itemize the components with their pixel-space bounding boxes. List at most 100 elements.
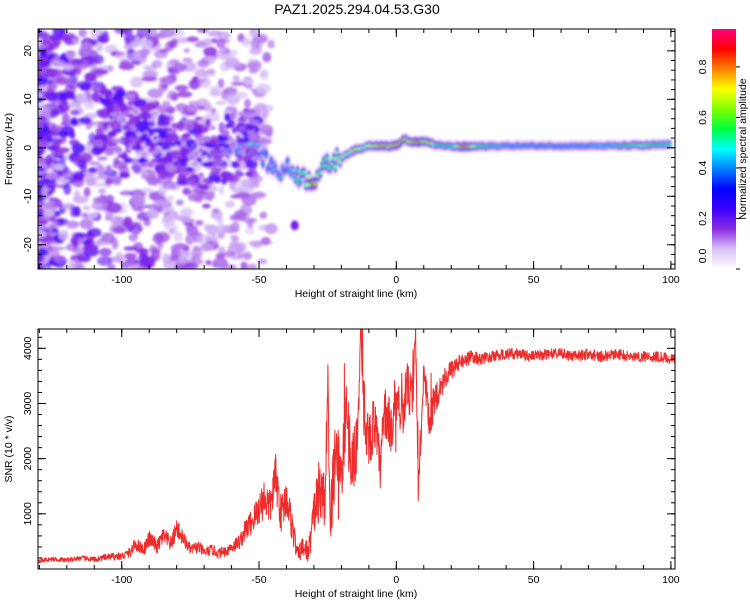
spectrogram-noise-blob xyxy=(72,59,84,65)
spectrogram-noise-blob xyxy=(244,98,252,109)
ridge-clutter-blob xyxy=(133,115,142,121)
spectrogram-noise-blob xyxy=(241,178,252,188)
spectrogram-noise-blob xyxy=(51,201,59,208)
spectrogram-noise-blob xyxy=(259,211,268,220)
snr-frame xyxy=(37,328,676,570)
spectrogram-noise-blob xyxy=(38,230,47,239)
spectrogram-noise-blob xyxy=(227,49,238,57)
spectrogram-noise-blob xyxy=(161,100,171,109)
spectrogram-noise-blob xyxy=(48,197,59,203)
spectrogram-noise-blob xyxy=(56,178,70,184)
ridge-clutter-blob xyxy=(203,177,211,184)
spectrogram-noise-blob xyxy=(79,218,94,230)
spectrogram-noise-blob xyxy=(182,57,193,63)
spectrogram-noise-blob xyxy=(175,199,184,206)
spectrogram-noise-blob xyxy=(162,181,177,190)
spectrogram-noise-blob xyxy=(170,92,179,102)
ridge-clutter-blob xyxy=(96,147,105,154)
spectrogram-noise-blob xyxy=(215,38,226,49)
spectrogram-noise-blob xyxy=(96,164,105,176)
x-tick-label: 0 xyxy=(393,574,399,586)
ridge-clutter-blob xyxy=(201,161,213,168)
colorbar-tick-label: 0.2 xyxy=(697,211,709,226)
spectrogram-noise-blob xyxy=(194,258,204,265)
ridge-blob xyxy=(268,159,274,162)
spectrogram-noise-blob xyxy=(230,234,240,241)
spectrogram-noise-blob xyxy=(123,246,137,251)
spectrogram-noise-blob xyxy=(216,31,231,40)
ridge-clutter-blob xyxy=(99,97,105,105)
spectrogram-noise-blob xyxy=(47,69,58,78)
ridge-clutter-blob xyxy=(95,133,108,140)
spectrogram-noise-blob xyxy=(196,40,206,48)
spectrogram-x-axis-label: Height of straight line (km) xyxy=(295,288,418,300)
spectrogram-noise-blob xyxy=(241,36,251,47)
spectrogram-noise-blob xyxy=(105,165,112,174)
spectrogram-noise-blob xyxy=(57,217,65,226)
snr-x-ticks: -100 -50 0 50 100 xyxy=(38,329,680,586)
spectrogram-noise-blob xyxy=(78,47,91,58)
ridge-clutter-blob xyxy=(127,113,134,119)
spectrogram-noise-blob xyxy=(62,64,74,71)
spectrogram-noise-blob xyxy=(141,76,158,82)
spectrogram-noise-blob xyxy=(235,91,249,99)
spectrogram-noise-blob xyxy=(204,189,215,202)
ridge-clutter-blob xyxy=(234,169,243,175)
ridge-clutter-blob xyxy=(139,105,151,113)
ridge-clutter-blob xyxy=(221,170,229,180)
ridge-clutter-blob xyxy=(193,125,205,130)
x-tick-label: 100 xyxy=(662,274,680,286)
spectrogram-noise-blob xyxy=(82,243,99,251)
spectrogram-noise-blob xyxy=(241,217,258,223)
ridge-clutter-blob xyxy=(112,104,121,114)
spectrogram-noise-blob xyxy=(100,232,115,244)
spectrogram-noise-blob xyxy=(201,203,211,209)
spectrogram-noise-blob xyxy=(77,236,86,246)
spectrogram-noise-blob xyxy=(123,43,133,51)
spectrogram-noise-blob xyxy=(46,173,59,180)
y-tick-label: 2000 xyxy=(22,447,34,471)
spectrogram-noise-blob xyxy=(252,191,267,199)
ridge-clutter-blob xyxy=(160,156,173,162)
spectrogram-noise-blob xyxy=(179,207,194,217)
ridge-blob xyxy=(263,152,269,156)
spectrogram-noise-blob xyxy=(68,74,78,83)
spectrogram-noise-blob xyxy=(124,252,137,260)
ridge-clutter-blob xyxy=(244,123,254,131)
ridge-clutter-blob xyxy=(131,158,139,167)
spectrogram-noise-blob xyxy=(73,190,81,200)
spectrogram-noise-blob xyxy=(69,139,80,146)
colorbar-tick-label: 0.6 xyxy=(697,110,709,125)
ridge-clutter-blob xyxy=(238,125,246,132)
spectrogram-noise-blob xyxy=(218,185,225,196)
ridge-clutter-blob xyxy=(196,139,206,144)
spectrogram-noise-blob xyxy=(149,244,157,254)
spectrogram-noise-blob xyxy=(39,49,48,58)
spectrogram-noise-blob xyxy=(140,48,149,58)
ridge-clutter-blob xyxy=(93,93,101,103)
spectrogram-noise-blob xyxy=(38,32,49,39)
ridge-clutter-blob xyxy=(251,154,262,161)
spectrogram-noise-blob xyxy=(165,77,175,85)
spectrogram-noise-blob xyxy=(67,100,79,109)
ridge-blob xyxy=(324,157,330,160)
spectrogram-noise-blob xyxy=(215,100,227,106)
spectrogram-noise-blob xyxy=(65,264,82,269)
ridge-blob xyxy=(667,143,672,146)
ridge-blob xyxy=(109,116,114,119)
ridge-clutter-blob xyxy=(157,164,164,171)
spectrogram-noise-blob xyxy=(85,142,94,153)
ridge-clutter-blob xyxy=(231,126,238,134)
spectrogram-noise-blob xyxy=(186,224,199,236)
ridge-clutter-blob xyxy=(90,86,102,92)
spectrogram-noise-blob xyxy=(262,51,272,63)
ridge-blob xyxy=(295,169,300,173)
ridge-clutter-blob xyxy=(104,148,114,155)
spectrogram-noise-blob xyxy=(211,38,218,43)
ridge-clutter-blob xyxy=(148,131,155,137)
spectrogram-noise-blob xyxy=(182,187,191,196)
ridge-clutter-blob xyxy=(181,118,195,124)
colorbar-label: Normalized spectral amplitude xyxy=(737,78,749,219)
spectrogram-noise-blob xyxy=(180,111,196,116)
y-tick-label: 20 xyxy=(22,45,34,57)
